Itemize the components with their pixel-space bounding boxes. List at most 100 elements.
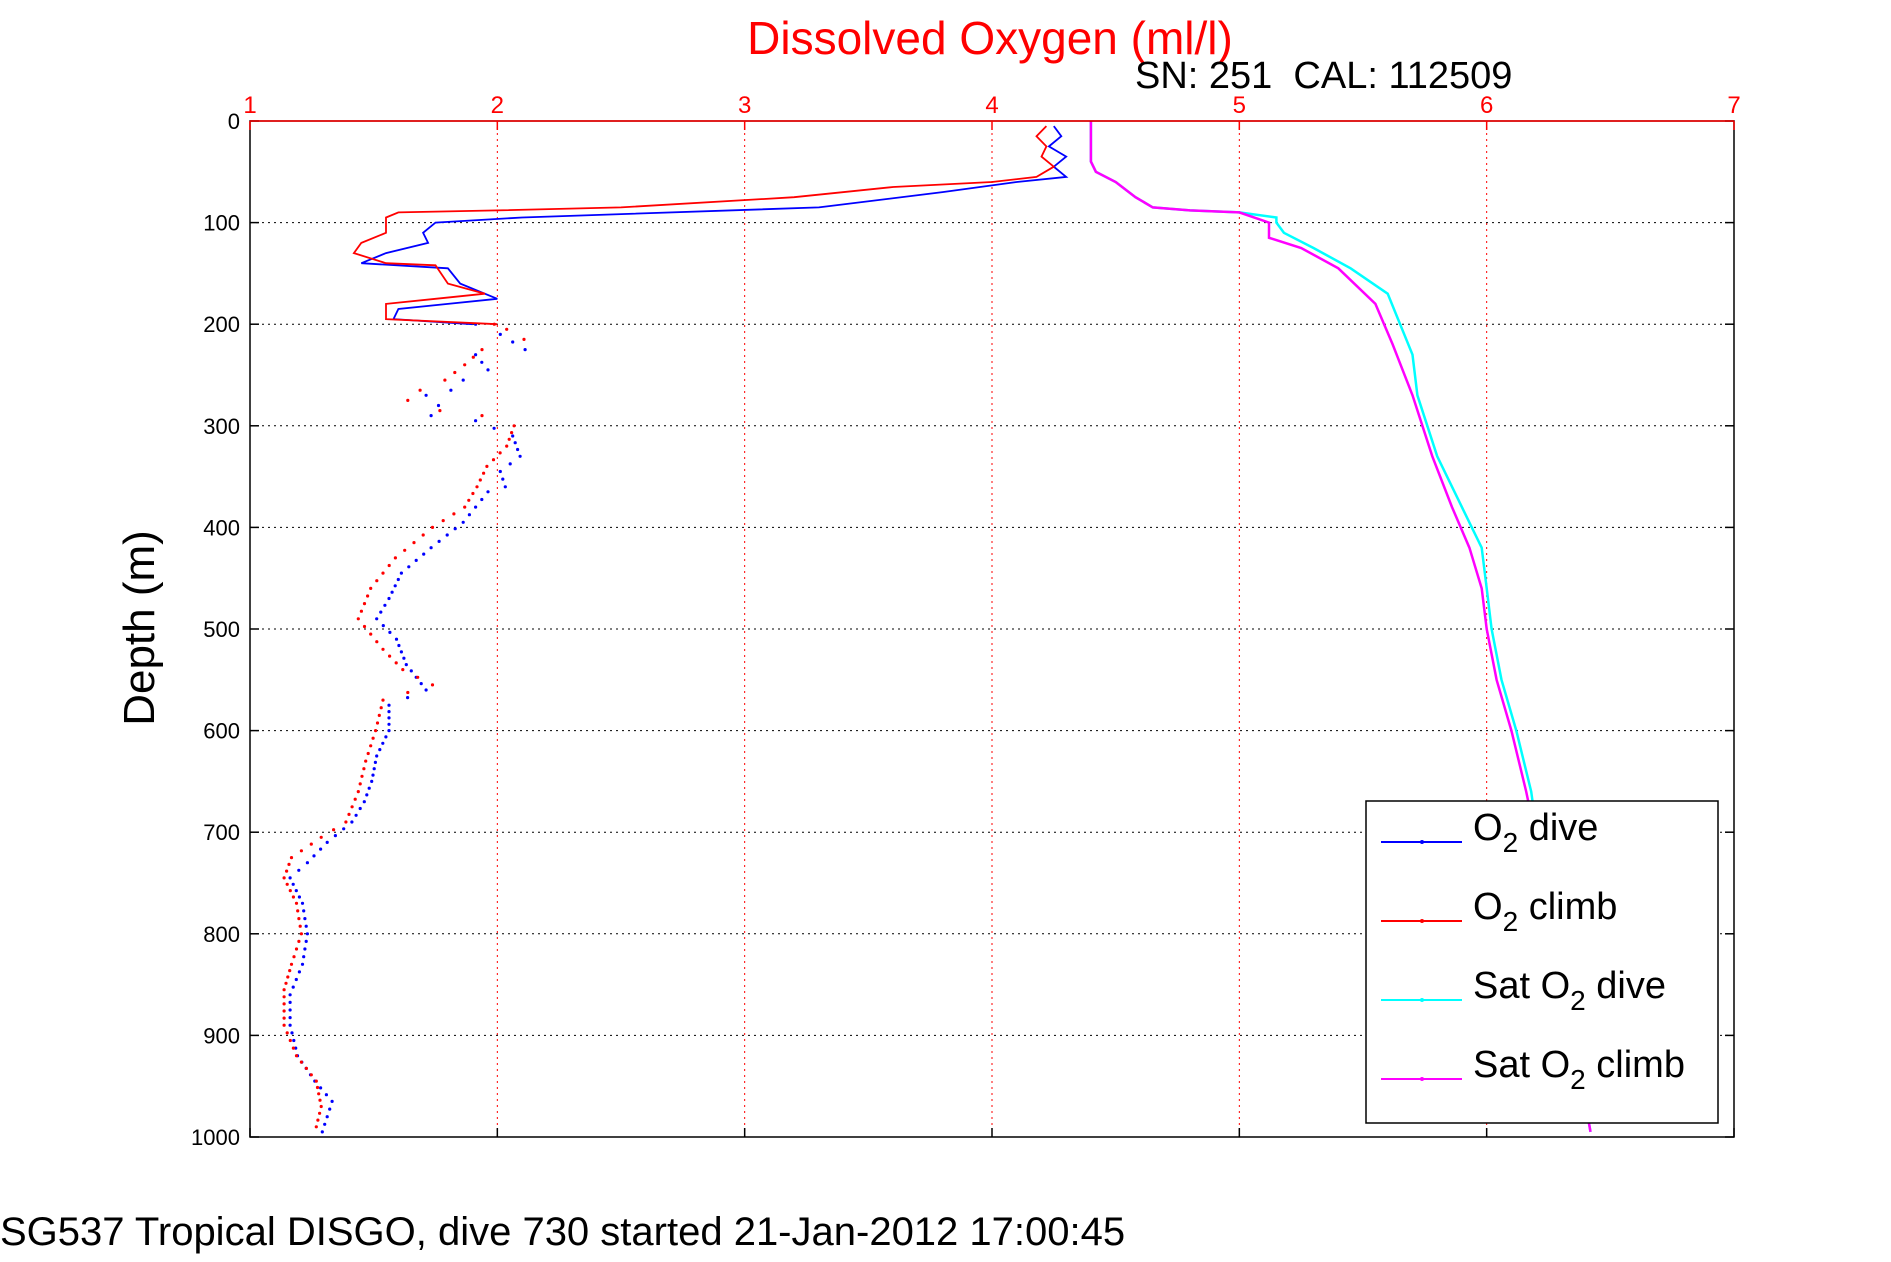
- series-point: [304, 1066, 308, 1070]
- series-line: [352, 125, 1056, 326]
- figure-caption: SG537 Tropical DISGO, dive 730 started 2…: [0, 1210, 1126, 1254]
- series-point: [288, 1023, 292, 1027]
- series-point: [282, 876, 286, 880]
- series-point: [445, 533, 449, 537]
- series-point: [421, 533, 425, 537]
- series-o2-dive: [288, 125, 1069, 1134]
- series-point: [436, 403, 441, 408]
- series-point: [375, 754, 379, 758]
- series-point: [501, 477, 505, 481]
- series-point: [491, 458, 496, 462]
- series-point: [381, 741, 385, 745]
- series-point: [305, 861, 309, 865]
- series-point: [407, 565, 411, 569]
- series-point: [303, 917, 307, 921]
- series-point: [378, 748, 382, 752]
- series-point: [430, 683, 435, 687]
- series-point: [288, 1016, 292, 1020]
- series-point: [443, 378, 447, 382]
- series-point: [287, 862, 291, 867]
- series-point: [360, 774, 364, 778]
- series-point: [333, 834, 337, 838]
- series-point: [430, 525, 435, 530]
- chart-title: Dissolved Oxygen (ml/l): [747, 12, 1233, 64]
- series-point: [297, 939, 301, 944]
- series-point: [474, 353, 478, 357]
- y-tick-label: 400: [203, 515, 240, 540]
- series-o2-climb: [282, 125, 1056, 1129]
- series-point: [471, 355, 475, 359]
- series-point: [387, 563, 391, 568]
- series-point: [453, 370, 457, 375]
- series-point: [347, 812, 351, 817]
- series-point: [474, 505, 478, 509]
- series-point: [449, 388, 453, 392]
- series-point: [369, 744, 373, 748]
- series-point: [461, 378, 465, 382]
- series-point: [300, 962, 305, 966]
- series-point: [291, 985, 295, 989]
- x-tick-label: 3: [738, 92, 751, 119]
- series-point: [362, 800, 366, 804]
- series-point: [314, 1079, 318, 1083]
- series-point: [486, 368, 490, 372]
- series-point: [505, 444, 509, 448]
- series-point: [416, 675, 420, 679]
- series-point: [390, 590, 394, 594]
- x-tick-label: 1: [243, 92, 256, 119]
- series-point: [369, 632, 373, 636]
- series-point: [429, 546, 433, 550]
- series-point: [406, 696, 410, 700]
- series-point: [291, 1046, 295, 1050]
- series-point: [511, 340, 515, 344]
- legend-entry: O2 climb: [1473, 886, 1617, 937]
- series-point: [498, 332, 502, 336]
- series-point: [309, 1073, 313, 1077]
- series-point: [320, 1130, 324, 1134]
- series-point: [438, 409, 442, 413]
- series-point: [302, 955, 306, 959]
- series-point: [463, 363, 467, 367]
- series-point: [516, 447, 520, 452]
- series-point: [294, 1054, 299, 1058]
- chart-subtitle: SN: 251 CAL: 112509: [1135, 55, 1512, 97]
- series-point: [288, 993, 292, 997]
- series-point: [397, 643, 401, 648]
- series-point: [374, 729, 378, 733]
- series-point: [300, 901, 305, 905]
- series-point: [388, 630, 392, 635]
- series-point: [282, 1016, 286, 1020]
- series-point: [375, 640, 379, 644]
- series-point: [453, 527, 457, 531]
- legend-swatch-marker: [1420, 1077, 1424, 1081]
- series-point: [394, 637, 399, 641]
- series-point: [319, 835, 323, 839]
- y-tick-label: 200: [203, 312, 240, 337]
- series-point: [299, 849, 303, 853]
- series-point: [371, 773, 375, 777]
- legend: O2 dive O2 climb Sat O2 dive Sat O2 climb: [1365, 800, 1719, 1124]
- series-point: [342, 827, 346, 831]
- series-point: [370, 779, 374, 784]
- series-point: [362, 602, 367, 606]
- series-point: [394, 661, 398, 665]
- series-point: [294, 889, 298, 893]
- x-tick-label: 5: [1233, 92, 1246, 119]
- series-point: [406, 690, 410, 695]
- series-point: [288, 1000, 292, 1005]
- series-point: [508, 462, 512, 466]
- series-point: [294, 1046, 298, 1050]
- x-tick-label: 6: [1480, 92, 1493, 119]
- series-point: [381, 571, 385, 575]
- series-point: [325, 1115, 329, 1119]
- series-point: [302, 909, 306, 913]
- x-tick-label: 4: [985, 92, 998, 119]
- legend-entry: Sat O2 climb: [1473, 1044, 1685, 1095]
- series-point: [304, 939, 308, 944]
- series-point: [330, 1099, 334, 1103]
- legend-box: [1365, 800, 1719, 1124]
- series-point: [480, 414, 484, 418]
- series-point: [388, 654, 392, 658]
- legend-swatch-marker: [1420, 998, 1424, 1002]
- series-point: [297, 917, 301, 921]
